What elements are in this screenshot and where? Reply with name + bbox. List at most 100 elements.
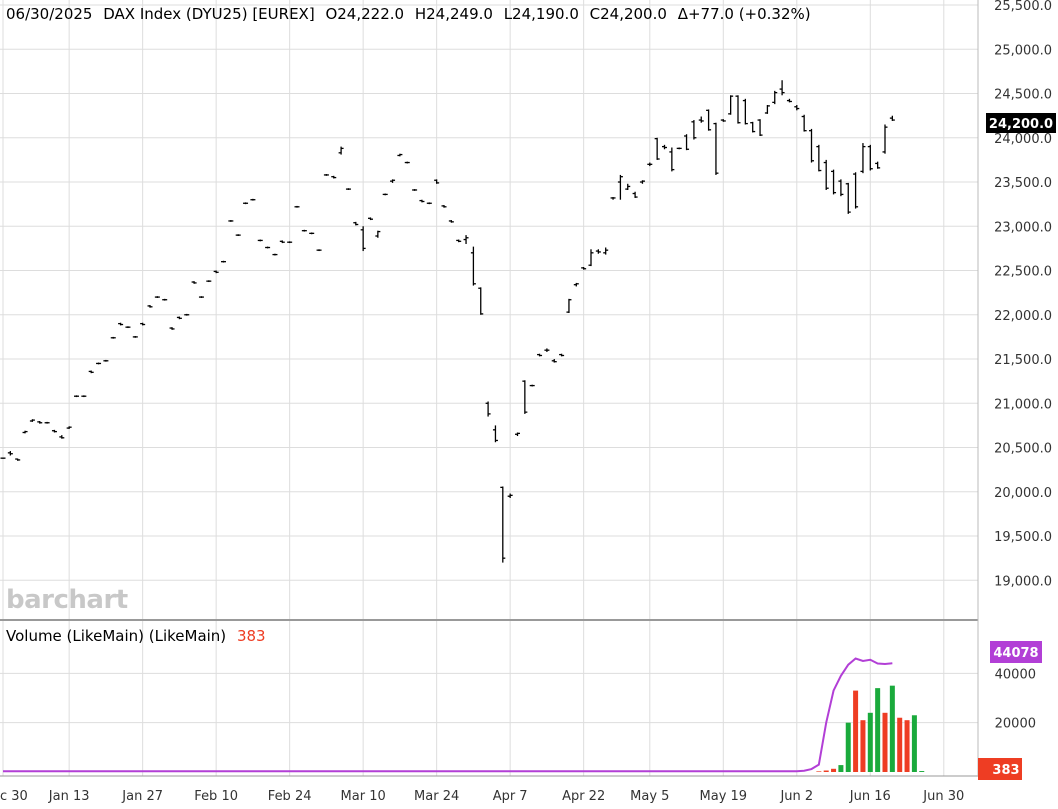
svg-text:44078: 44078	[993, 646, 1038, 661]
ohlc-bar	[537, 353, 543, 357]
price-tick-label: 21,500.0	[994, 353, 1052, 368]
ohlc-bar	[375, 230, 381, 238]
header-close: C24,200.0	[590, 5, 667, 23]
ohlc-bar	[243, 202, 249, 205]
ohlc-bar	[632, 191, 638, 198]
ohlc-bar	[110, 336, 116, 339]
date-tick-label: May 19	[700, 789, 748, 804]
header-change: Δ+77.0 (+0.32%)	[678, 5, 811, 23]
ohlc-bar	[279, 240, 285, 244]
ohlc-bar	[713, 122, 719, 175]
svg-text:383: 383	[992, 763, 1019, 778]
barchart-watermark: barchart	[6, 585, 128, 615]
price-tick-label: 24,500.0	[994, 88, 1052, 103]
ohlc-bar	[441, 205, 447, 208]
ohlc-bar	[485, 401, 491, 417]
price-axis[interactable]: 25,500.0 25,000.0 24,500.0 24,000.0 23,500.0…	[994, 0, 1052, 589]
ohlc-bar	[125, 326, 131, 329]
ohlc-bar	[463, 235, 469, 244]
volume-last-tag: 383	[978, 758, 1022, 780]
ohlc-bar	[118, 322, 124, 326]
ohlc-bar	[353, 221, 359, 226]
ohlc-bar	[801, 114, 807, 132]
ohlc-bar	[154, 296, 160, 298]
volume-bar	[867, 712, 873, 772]
ohlc-bar	[845, 182, 851, 214]
price-tick-label: 19,000.0	[994, 574, 1052, 589]
header-high: H24,249.0	[415, 5, 493, 23]
header-symbol: DAX Index (DYU25) [EUREX]	[103, 5, 314, 23]
ohlc-bar	[434, 179, 440, 184]
ohlc-bar	[823, 159, 829, 190]
ohlc-bar	[287, 241, 293, 244]
volume-bar	[860, 720, 866, 772]
ohlc-bar	[470, 246, 476, 286]
ohlc-bar	[625, 183, 631, 190]
price-tick-label: 20,000.0	[994, 486, 1052, 501]
ohlc-bar	[698, 116, 704, 123]
ohlc-bar	[265, 246, 271, 249]
volume-axis[interactable]: 40000 20000	[995, 667, 1036, 731]
ohlc-bar	[492, 425, 498, 443]
ohlc-bar	[588, 249, 594, 267]
price-tick-label: 25,500.0	[994, 0, 1052, 14]
ohlc-bar	[882, 124, 888, 154]
ohlc-bar	[44, 421, 50, 424]
price-tick-label: 21,000.0	[994, 397, 1052, 412]
date-tick-label: Feb 10	[194, 789, 238, 804]
ohlc-bar	[750, 121, 756, 133]
ohlc-bar	[29, 419, 35, 422]
ohlc-bar	[382, 193, 388, 196]
ohlc-bar	[757, 119, 763, 136]
ohlc-bar	[772, 90, 778, 105]
ohlc-bar	[390, 179, 396, 183]
ohlc-bar	[448, 220, 454, 223]
ohlc-bar	[860, 143, 866, 174]
volume-bar	[911, 715, 917, 772]
ohlc-bar	[404, 161, 410, 164]
volume-bar	[845, 722, 851, 772]
ohlc-bar	[169, 327, 175, 330]
ohlc-bar	[88, 370, 94, 374]
ohlc-bar	[338, 146, 344, 155]
ohlc-bar	[360, 226, 366, 252]
ohlc-bar	[294, 205, 300, 208]
ohlc-bar	[816, 144, 822, 172]
date-tick-label: Jun 2	[779, 789, 813, 804]
price-tick-label: 20,500.0	[994, 442, 1052, 457]
ohlc-bar	[412, 189, 418, 191]
date-tick-label: Mar 24	[414, 789, 459, 804]
date-axis[interactable]: c 30 Jan 13 Jan 27 Feb 10 Feb 24 Mar 10 Mar 24…	[0, 789, 964, 804]
price-tick-label: 24,000.0	[994, 132, 1052, 147]
date-tick-label: Jun 30	[922, 789, 964, 804]
ohlc-bar	[206, 280, 212, 283]
ohlc-bar	[221, 260, 226, 263]
price-tick-label: 23,000.0	[994, 220, 1052, 235]
volume-bar	[831, 768, 837, 772]
ohlc-bar	[419, 199, 425, 203]
date-tick-label: Feb 24	[268, 789, 312, 804]
ohlc-bar	[581, 266, 587, 270]
ohlc-bar	[81, 395, 87, 398]
date-tick-label: Jan 27	[121, 789, 163, 804]
ohlc-bar	[235, 234, 241, 237]
ohlc-bar	[0, 457, 6, 459]
ohlc-bar	[875, 161, 881, 169]
header-date: 06/30/2025	[6, 5, 92, 23]
ohlc-bar	[66, 426, 72, 429]
volume-bar	[897, 717, 903, 772]
ohlc-bar	[676, 147, 682, 150]
ohlc-bar	[691, 120, 697, 140]
ohlc-bar	[507, 493, 513, 498]
volume-bar	[838, 765, 844, 772]
price-tick-label: 23,500.0	[994, 176, 1052, 191]
ohlc-bar	[720, 119, 726, 122]
volume-last-value: 383	[237, 627, 266, 645]
ohlc-bar	[779, 80, 785, 96]
ohlc-bar	[742, 98, 748, 125]
price-tick-label: 25,000.0	[994, 43, 1052, 58]
ohlc-bar	[191, 281, 197, 284]
ohlc-bar	[500, 486, 506, 563]
ohlc-bar	[323, 174, 329, 176]
